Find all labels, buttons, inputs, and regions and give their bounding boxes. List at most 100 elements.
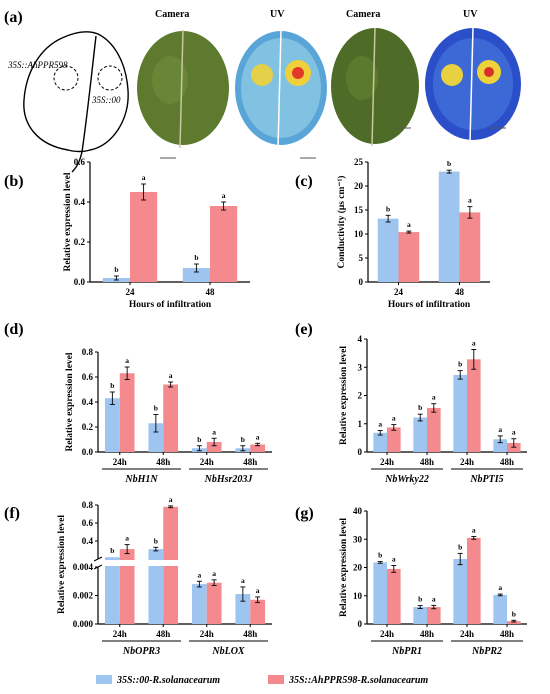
bar bbox=[104, 398, 120, 452]
bar bbox=[398, 232, 420, 282]
x-axis-title: Hours of infiltration bbox=[129, 300, 212, 310]
y-tick-label: 0.4 bbox=[74, 197, 86, 207]
significance-letter: a bbox=[472, 338, 476, 347]
y-tick-label: 0.6 bbox=[82, 518, 94, 528]
y-axis-title: Relative expression level bbox=[57, 515, 67, 614]
y-axis-title: Relative expression level bbox=[63, 172, 73, 271]
bar bbox=[250, 444, 266, 452]
y-tick-label: 3 bbox=[358, 362, 363, 372]
chart-panel-c: (c) Conductivity (μs cm⁻¹) 0 5 10 15 20 25 b a 24 b… bbox=[295, 157, 490, 310]
significance-letter: b bbox=[447, 159, 451, 168]
bar bbox=[250, 599, 266, 624]
group-label: NbLOX bbox=[211, 646, 245, 657]
bar bbox=[206, 442, 222, 452]
x-tick-label: 24h bbox=[460, 629, 474, 639]
photo-label-uv-1: UV bbox=[270, 9, 285, 20]
x-tick-label: 24 bbox=[394, 287, 404, 297]
significance-letter: a bbox=[222, 191, 226, 200]
y-axis-title: Conductivity (μs cm⁻¹) bbox=[336, 176, 347, 269]
significance-letter: a bbox=[169, 495, 173, 504]
leaf-midrib bbox=[71, 35, 97, 173]
significance-letter: b bbox=[154, 536, 158, 545]
significance-letter: a bbox=[512, 428, 516, 437]
bar bbox=[130, 192, 158, 282]
y-tick-label: 2 bbox=[358, 391, 363, 401]
bar bbox=[427, 607, 441, 624]
x-tick-label: 24h bbox=[460, 457, 474, 467]
y-tick-label: 0.8 bbox=[82, 500, 94, 510]
x-tick-label: 48h bbox=[156, 457, 170, 467]
bar-break-gap bbox=[147, 560, 165, 566]
bar bbox=[163, 384, 179, 452]
significance-letter: b bbox=[154, 404, 158, 413]
y-tick-label: 0.4 bbox=[82, 536, 94, 546]
group-label: NbWrky22 bbox=[384, 474, 429, 485]
bar bbox=[235, 594, 251, 624]
bar bbox=[119, 549, 135, 624]
panel-a: (a) 35S::AhPPR598 35S::00 Camera UV bbox=[4, 9, 521, 173]
bar bbox=[119, 373, 135, 452]
x-tick-label: 48h bbox=[156, 629, 170, 639]
legend-swatch-red bbox=[268, 675, 284, 684]
significance-letter: a bbox=[407, 220, 411, 229]
significance-letter: a bbox=[432, 594, 436, 603]
legend: 35S::00-R.solanacearum 35S::AhPPR598-R.s… bbox=[96, 675, 428, 686]
legend-label-1: 35S::AhPPR598-R.solanacearum bbox=[288, 675, 428, 686]
bar bbox=[459, 212, 481, 282]
group-label: NbH1N bbox=[124, 474, 158, 485]
bar bbox=[377, 218, 399, 282]
photo-camera-2: Camera bbox=[331, 9, 419, 147]
y-tick-label: 0.6 bbox=[74, 157, 86, 167]
significance-letter: a bbox=[169, 371, 173, 380]
significance-letter: a bbox=[142, 173, 146, 182]
panel-d-label: (d) bbox=[4, 321, 24, 338]
photo-uv-2: UV bbox=[425, 9, 521, 143]
significance-letter: b bbox=[114, 265, 118, 274]
significance-letter: a bbox=[378, 420, 382, 429]
x-tick-label: 48h bbox=[500, 457, 514, 467]
x-tick-label: 24 bbox=[126, 287, 136, 297]
significance-letter: b bbox=[418, 403, 422, 412]
bar bbox=[373, 432, 387, 452]
photo-uv-1: UV bbox=[235, 9, 327, 159]
group-label: NbOPR3 bbox=[122, 646, 160, 657]
bar bbox=[387, 568, 401, 624]
y-tick-label: 0 bbox=[358, 619, 363, 629]
x-tick-label: 48h bbox=[243, 457, 257, 467]
x-tick-label: 24h bbox=[380, 457, 394, 467]
bar bbox=[148, 549, 164, 624]
y-tick-label: 0.004 bbox=[73, 562, 94, 572]
bar bbox=[493, 439, 507, 452]
panel-a-label: (a) bbox=[4, 9, 23, 26]
y-axis-title: Relative expression level bbox=[339, 518, 349, 617]
bar-break-gap bbox=[103, 560, 121, 566]
photo-label-camera-1: Camera bbox=[155, 9, 189, 20]
y-tick-label: 1 bbox=[358, 419, 363, 429]
bar bbox=[413, 417, 427, 452]
leaf-diagram: 35S::AhPPR598 35S::00 bbox=[7, 31, 129, 173]
y-tick-label: 40 bbox=[353, 506, 363, 516]
y-tick-label: 0 bbox=[359, 277, 364, 287]
y-tick-label: 0.002 bbox=[73, 591, 94, 601]
y-tick-label: 0.4 bbox=[82, 397, 94, 407]
y-axis-title: Relative expression level bbox=[65, 352, 75, 451]
x-tick-label: 48h bbox=[500, 629, 514, 639]
chart-panel-g: (g) Relative expression level 0 10 20 30 40 b a 2… bbox=[295, 505, 527, 657]
significance-letter: b bbox=[386, 204, 390, 213]
y-tick-label: 0.0 bbox=[74, 277, 86, 287]
y-tick-label: 25 bbox=[354, 157, 364, 167]
legend-label-0: 35S::00-R.solanacearum bbox=[116, 675, 220, 686]
x-tick-label: 48 bbox=[206, 287, 216, 297]
significance-letter: a bbox=[498, 425, 502, 434]
y-tick-label: 0.000 bbox=[73, 619, 94, 629]
leaf-outline bbox=[23, 31, 129, 153]
chart-panel-e: (e) Relative expression level 0 1 2 3 4 a a 24h b a… bbox=[295, 321, 527, 485]
y-tick-label: 5 bbox=[359, 253, 364, 263]
bar bbox=[210, 206, 238, 282]
significance-letter: a bbox=[498, 583, 502, 592]
photo-label-camera-2: Camera bbox=[346, 9, 380, 20]
y-tick-label: 0.0 bbox=[82, 447, 94, 457]
panel-g-label: (g) bbox=[295, 505, 314, 522]
significance-letter: a bbox=[256, 432, 260, 441]
